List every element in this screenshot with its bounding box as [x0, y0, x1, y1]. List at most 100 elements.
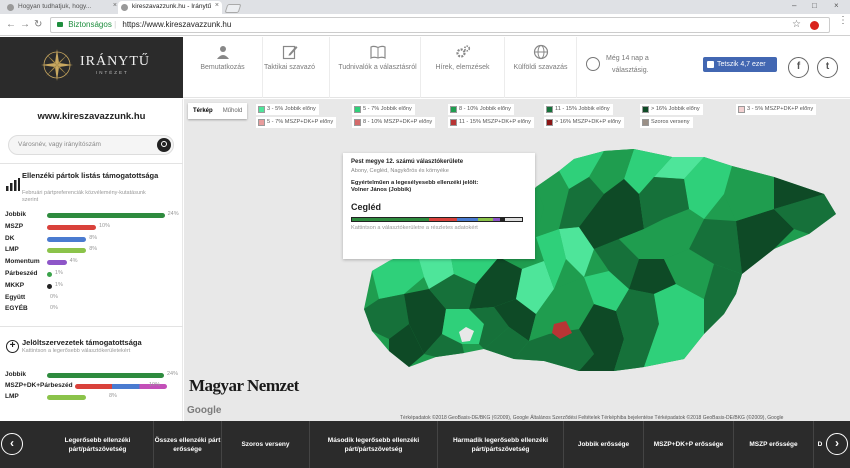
next-arrow-icon[interactable]: ›	[826, 433, 848, 455]
reload-icon[interactable]: ↻	[34, 19, 43, 30]
candidate-row-jobbik[interactable]: Jobbik 24%	[5, 370, 183, 381]
bookmark-star-icon[interactable]: ☆	[792, 19, 801, 30]
district-candidate-label: Egyértelműen a legesélyesebb ellenzéki j…	[351, 180, 479, 186]
nav-label: Külföldi szavazás	[513, 64, 568, 71]
tab-close-icon[interactable]: ×	[112, 2, 117, 9]
party-row: Párbeszéd 1%	[5, 269, 183, 280]
party-row: Jobbik 24%	[5, 210, 183, 221]
search-input[interactable]: Városnév, vagy irányítószám	[8, 135, 174, 155]
search-button[interactable]	[157, 138, 171, 152]
party-row: Együtt 0%	[5, 293, 183, 304]
legend-item: 8 - 10% Jobbik előny	[448, 104, 514, 115]
filter-mszp[interactable]: MSZP erőssége	[734, 421, 814, 468]
hungary-district-map[interactable]	[184, 99, 850, 421]
legend-swatch	[642, 119, 649, 126]
party-value: 4%	[69, 258, 78, 265]
nav-kulfoldi-szavazas[interactable]: Külföldi szavazás	[505, 37, 577, 98]
map-type-satellite[interactable]: Műhold	[222, 108, 243, 114]
nav-hirek[interactable]: Hírek, elemzések	[421, 37, 505, 98]
candidate-name: MSZP+DK+Párbeszéd	[5, 382, 73, 389]
party-name: LMP	[5, 246, 19, 254]
facebook-icon[interactable]: f	[788, 57, 809, 78]
bottom-filter-bar: ‹ Legerősebb ellenzéki párt/pártszövetsé…	[0, 421, 850, 468]
legend-item: 11 - 15% Jobbik előny	[544, 104, 613, 115]
filter-osszes[interactable]: Összes ellenzéki párt erőssége	[154, 421, 222, 468]
minimize-icon[interactable]: –	[792, 1, 797, 10]
party-value: 1%	[54, 270, 63, 276]
candidate-row-mszp-dk-p[interactable]: MSZP+DK+Párbeszéd 19%	[5, 381, 183, 392]
party-bar	[47, 236, 87, 242]
browser-tab-2[interactable]: kireszavazzunk.hu - Iránytű ×	[118, 1, 222, 14]
legend-item: 3 - 5% MSZP+DK+P előny	[736, 104, 817, 115]
legend-swatch	[450, 119, 457, 126]
bar-chart-icon	[6, 178, 20, 191]
legend-swatch	[546, 106, 553, 113]
new-tab-button[interactable]	[224, 4, 242, 13]
watermark-logo: Magyar Nemzet	[189, 376, 299, 395]
party-row: DK 8%	[5, 234, 183, 245]
filter-harmadik[interactable]: Harmadik legerősebb ellenzéki párt/párts…	[438, 421, 564, 468]
party-bar	[47, 213, 165, 218]
nav-label: Hírek, elemzések	[435, 64, 490, 71]
legend-swatch	[354, 106, 361, 113]
district-title: Pest megye 12. számú választókerülete	[351, 159, 464, 165]
district-info-popup[interactable]: Pest megye 12. számú választókerülete Ab…	[343, 153, 535, 259]
party-value: 10%	[99, 222, 111, 229]
party-row: Momentum 4%	[5, 257, 183, 268]
twitter-icon[interactable]: t	[817, 57, 838, 78]
filter-szoros[interactable]: Szoros verseny	[222, 421, 310, 468]
tab-close-icon[interactable]: ×	[214, 2, 219, 9]
district-result-bar	[351, 217, 523, 222]
party-row: MSZP 10%	[5, 222, 183, 233]
nav-taktikai-szavazo[interactable]: Taktikai szavazó	[250, 37, 330, 98]
candidate-subtitle[interactable]: Kattintson a legerősebb választókerülete…	[22, 348, 131, 354]
filter-more[interactable]: D	[817, 441, 823, 448]
window-close-icon[interactable]: ×	[834, 1, 839, 10]
nav-bemutatkozas[interactable]: Bemutatkozás	[183, 37, 263, 98]
tab-title: Hogyan tudhatjuk, hogy...	[18, 3, 92, 10]
tab-favicon-icon	[7, 4, 14, 11]
party-name: Jobbik	[5, 211, 26, 218]
legend-swatch	[546, 119, 553, 126]
url-text: https://www.kireszavazzunk.hu	[122, 20, 232, 29]
secure-label: Biztonságos	[68, 20, 112, 29]
legend-item: 3 - 5% Jobbik előny	[256, 104, 319, 115]
filter-jobbik[interactable]: Jobbik erőssége	[564, 421, 644, 468]
maximize-icon[interactable]: □	[812, 1, 817, 10]
legend-item: > 16% MSZP+DK+P előny	[544, 117, 624, 128]
map-attribution[interactable]: Térképadatok ©2018 GeoBasis-DE/BKG (©200…	[400, 415, 784, 421]
party-value: 1%	[54, 281, 63, 288]
filter-legerosebb[interactable]: Legerősebb ellenzéki párt/pártszövetség	[42, 421, 154, 468]
candidate-value: 24%	[167, 371, 179, 377]
globe-icon	[533, 44, 548, 60]
map-type-map[interactable]: Térkép	[193, 108, 213, 114]
nav-tudnivalok[interactable]: Tudnivalók a választásról	[335, 37, 421, 98]
candidate-bar	[75, 384, 167, 389]
candidate-row-lmp[interactable]: LMP 8%	[5, 392, 183, 403]
forward-icon[interactable]: →	[20, 19, 30, 30]
clock-icon	[586, 57, 600, 71]
legend-item: 5 - 7% Jobbik előny	[352, 104, 415, 115]
legend-item: 8 - 10% MSZP+DK+P előny	[352, 117, 436, 128]
address-bar[interactable]: Biztonságos | https://www.kireszavazzunk…	[50, 17, 830, 33]
map-legend: 3 - 5% Jobbik előny 5 - 7% Jobbik előny …	[256, 102, 850, 134]
party-name: Együtt	[5, 293, 26, 301]
countdown-text: Még 14 nap a választásig.	[606, 53, 649, 77]
browser-menu-icon[interactable]: ⋮	[838, 15, 848, 26]
prev-arrow-icon[interactable]: ‹	[1, 433, 23, 455]
logo[interactable]: IRÁNYTŰ INTÉZET	[0, 37, 183, 98]
nav-label: Taktikai szavazó	[264, 64, 315, 71]
back-icon[interactable]: ←	[6, 19, 16, 30]
facebook-like-button[interactable]: Tetszik 4,7 ezer	[703, 57, 777, 72]
party-name: MKKP	[5, 281, 25, 289]
logo-text: IRÁNYTŰ	[80, 54, 150, 69]
browser-tab-1[interactable]: Hogyan tudhatjuk, hogy... ×	[4, 1, 120, 14]
address-bar-row: ← → ↻ Biztonságos | https://www.kireszav…	[0, 14, 850, 36]
extension-icon[interactable]	[810, 21, 819, 30]
filter-masodik[interactable]: Második legerősebb ellenzéki párt/pártsz…	[310, 421, 438, 468]
plus-circle-icon[interactable]: +	[6, 340, 19, 353]
map-area[interactable]: Térkép Műhold 3 - 5% Jobbik előny 5 - 7% …	[184, 99, 850, 421]
filter-mszp-dk-p[interactable]: MSZP+DK+P erőssége	[644, 421, 734, 468]
party-name: DK	[5, 234, 15, 242]
map-type-toggle[interactable]: Térkép Műhold	[188, 103, 248, 119]
